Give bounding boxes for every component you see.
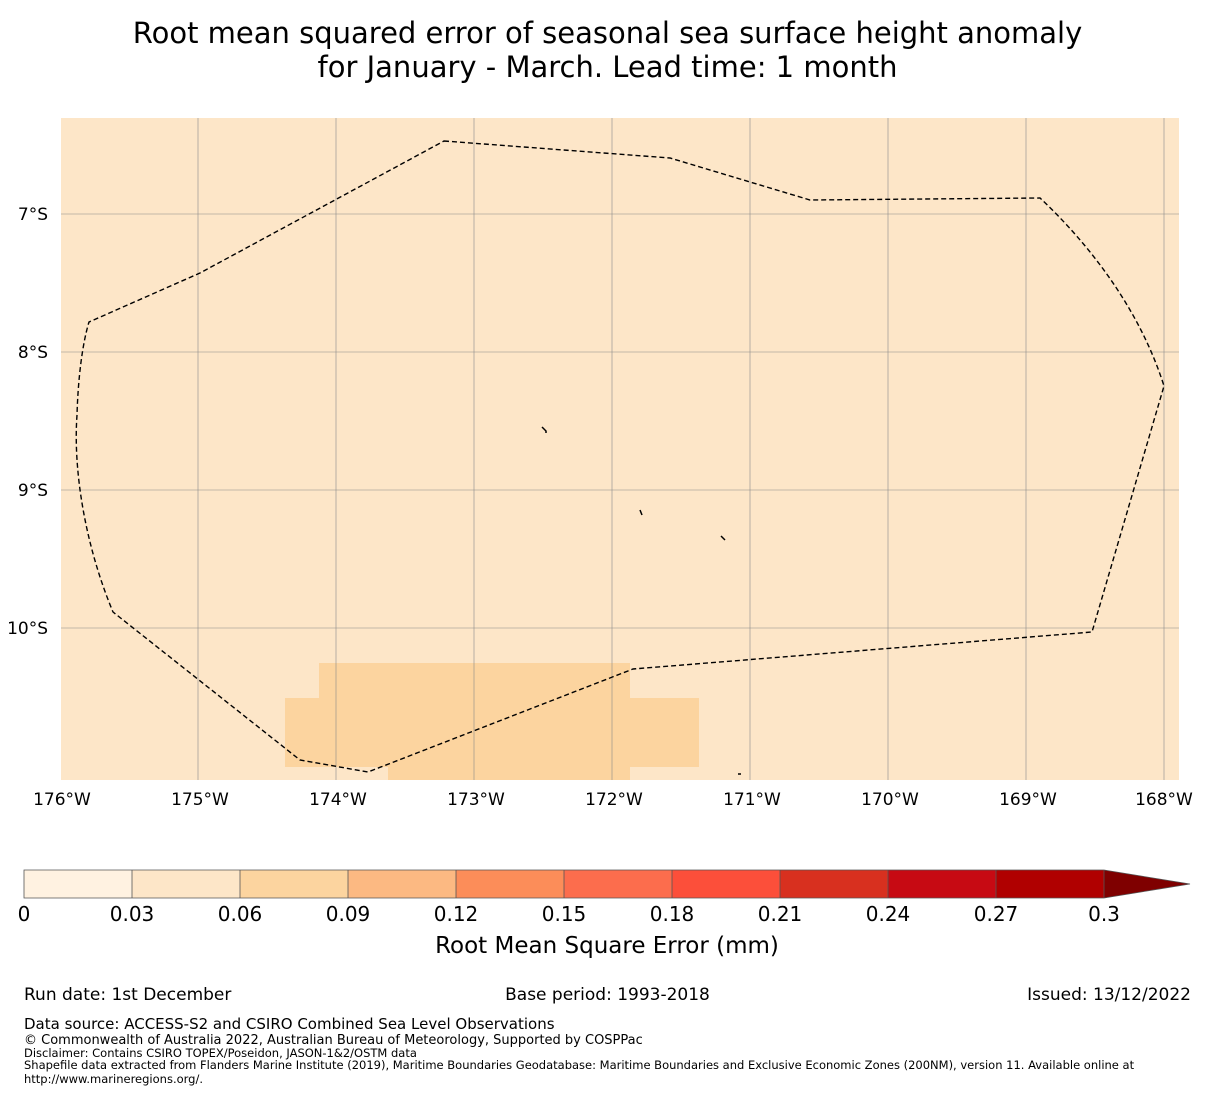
lat-label: 9°S xyxy=(18,481,48,501)
lon-label: 170°W xyxy=(861,790,919,810)
lon-label: 172°W xyxy=(585,790,643,810)
colorbar-segment xyxy=(132,870,240,898)
lat-label: 8°S xyxy=(18,343,48,363)
colorbar-outline xyxy=(23,869,1191,899)
colorbar-ticks: 0 0.03 0.06 0.09 0.12 0.15 0.18 0.21 0.2… xyxy=(18,902,1120,926)
colorbar-extend-arrow xyxy=(1104,870,1190,898)
lon-label: 171°W xyxy=(723,790,781,810)
colorbar-segment xyxy=(888,870,996,898)
issued-date: Issued: 13/12/2022 xyxy=(1027,985,1191,1005)
shapefile-credit: Shapefile data extracted from Flanders M… xyxy=(24,1058,1135,1072)
base-period: Base period: 1993-2018 xyxy=(505,985,710,1005)
colorbar-label: Root Mean Square Error (mm) xyxy=(435,933,779,959)
colorbar-tick: 0 xyxy=(18,902,31,926)
lon-label: 175°W xyxy=(171,790,229,810)
colorbar-tick: 0.03 xyxy=(110,902,155,926)
lon-label: 174°W xyxy=(309,790,367,810)
colorbar-segment xyxy=(996,870,1104,898)
longitude-labels: 176°W 175°W 174°W 173°W 172°W 171°W 170°… xyxy=(33,790,1193,810)
lon-label: 168°W xyxy=(1135,790,1193,810)
colorbar-segment xyxy=(564,870,672,898)
colorbar-tick: 0.18 xyxy=(650,902,695,926)
shapefile-url: http://www.marineregions.org/. xyxy=(24,1072,203,1086)
eez-boundary xyxy=(75,140,1165,773)
colorbar-tick: 0.15 xyxy=(542,902,587,926)
gridlines xyxy=(61,118,1179,780)
colorbar-tick: 0.09 xyxy=(326,902,371,926)
islands xyxy=(541,426,741,775)
colorbar-tick: 0.3 xyxy=(1088,902,1120,926)
data-source: Data source: ACCESS-S2 and CSIRO Combine… xyxy=(24,1015,555,1033)
latitude-labels: 7°S 8°S 9°S 10°S xyxy=(7,205,48,639)
lon-label: 173°W xyxy=(447,790,505,810)
copyright: © Commonwealth of Australia 2022, Austra… xyxy=(24,1033,643,1048)
colorbar-segment xyxy=(456,870,564,898)
island xyxy=(639,509,643,516)
error-patch-0.06-0.09 xyxy=(285,663,699,780)
colorbar-segment xyxy=(240,870,348,898)
lat-label: 7°S xyxy=(18,205,48,225)
colorbar-tick: 0.24 xyxy=(866,902,911,926)
colorbar-dividers xyxy=(131,870,1105,898)
colorbar-tick: 0.21 xyxy=(758,902,803,926)
lon-label: 169°W xyxy=(999,790,1057,810)
figure-title-line-1: Root mean squared error of seasonal sea … xyxy=(132,16,1083,50)
lat-label: 10°S xyxy=(7,619,48,639)
colorbar-tick: 0.27 xyxy=(974,902,1019,926)
lon-label: 176°W xyxy=(33,790,91,810)
island xyxy=(720,535,726,541)
colorbar: 0 0.03 0.06 0.09 0.12 0.15 0.18 0.21 0.2… xyxy=(18,869,1191,959)
colorbar-tick: 0.12 xyxy=(434,902,479,926)
colorbar-segment xyxy=(348,870,456,898)
disclaimer: Disclaimer: Contains CSIRO TOPEX/Poseido… xyxy=(24,1046,417,1060)
colorbar-segment xyxy=(780,870,888,898)
run-date: Run date: 1st December xyxy=(24,985,232,1005)
figure-title-line-2: for January - March. Lead time: 1 month xyxy=(317,50,898,84)
colorbar-segment xyxy=(672,870,780,898)
colorbar-tick: 0.06 xyxy=(218,902,263,926)
island xyxy=(541,426,547,433)
colorbar-segment xyxy=(24,870,132,898)
